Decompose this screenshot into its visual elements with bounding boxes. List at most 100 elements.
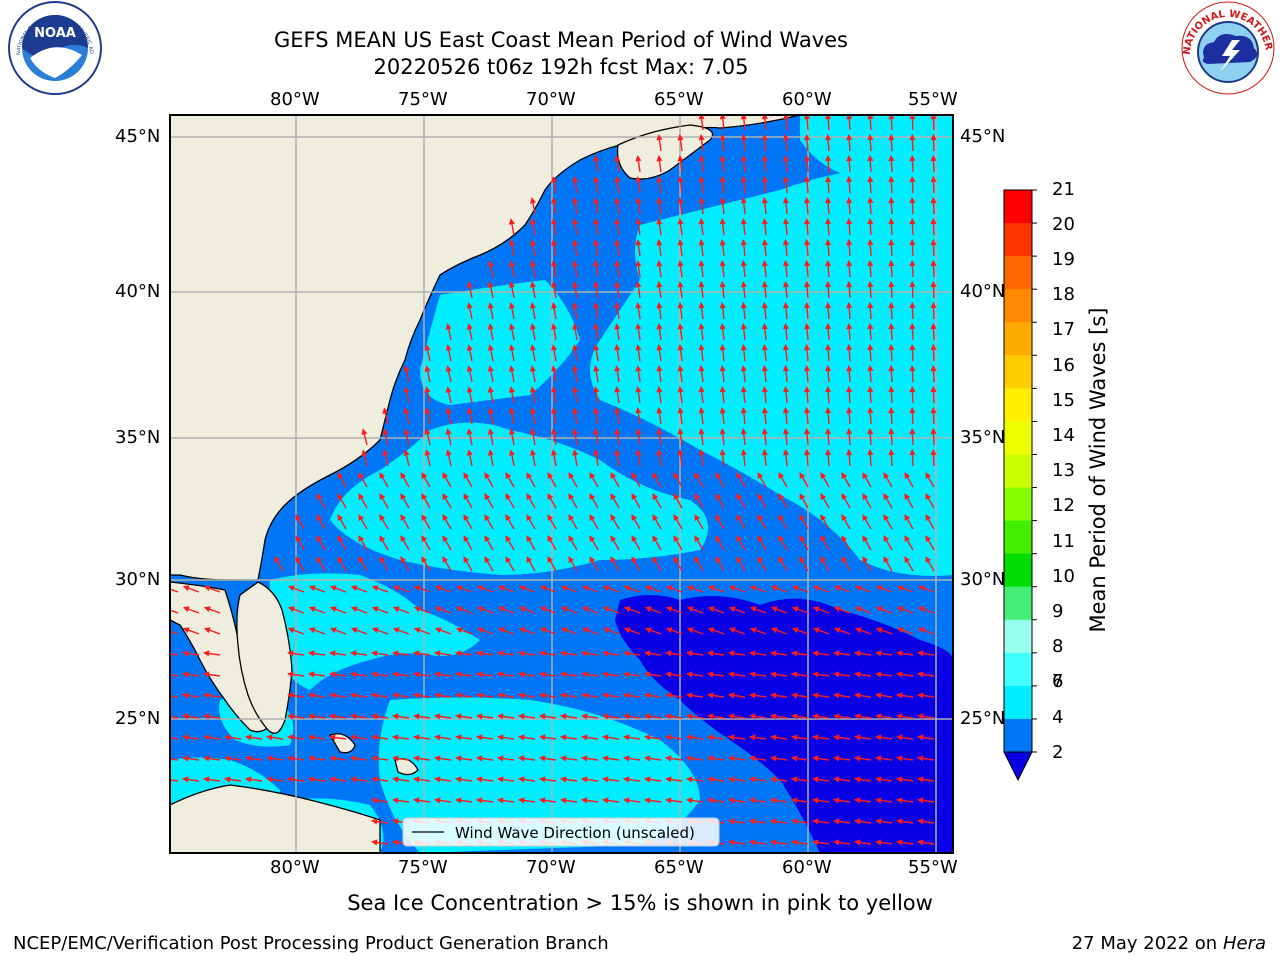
wave-arrow-head (518, 692, 525, 699)
wave-arrow-head (316, 514, 323, 521)
wave-arrow-head (434, 713, 441, 720)
wave-arrow-head (782, 448, 790, 456)
noaa-logo-icon: NOAA NATIONAL OCEANIC AND ATMOSPHERIC AD… (0, 0, 102, 95)
lat-tick-right: 30°N (960, 569, 1006, 590)
wave-arrow-head (400, 493, 407, 500)
wave-arrow-head (476, 776, 483, 783)
wave-arrow-head (518, 671, 525, 678)
wave-arrow-head (581, 585, 589, 592)
wave-arrow-head (508, 323, 515, 330)
colorbar-label: Mean Period of Wind Waves [s] (1086, 307, 1110, 633)
wave-arrow-head (371, 818, 378, 825)
wave-arrow-head (337, 556, 344, 563)
wave-arrow-head (287, 713, 294, 720)
wave-arrow-head (846, 154, 853, 162)
wave-arrow-head (875, 627, 883, 634)
wave-arrow-head (455, 734, 462, 741)
wave-arrow-head (572, 302, 579, 309)
wave-arrow-head (854, 650, 861, 657)
wave-arrow-head (728, 671, 735, 678)
wave-arrow-head (812, 776, 819, 783)
wave-arrow-head (719, 197, 726, 204)
wave-arrow-head (803, 343, 811, 351)
wave-arrow-head (518, 627, 526, 634)
wave-arrow-head (665, 776, 672, 783)
wave-arrow-head (820, 535, 827, 542)
wave-arrow-head (770, 776, 777, 783)
wave-arrow-head (602, 650, 609, 657)
wave-arrow-head (392, 713, 399, 720)
land-areas (170, 115, 801, 853)
wave-arrow-head (665, 692, 672, 699)
wave-arrow-head (770, 755, 777, 762)
wave-arrow-head (867, 154, 874, 162)
wave-arrow-head (888, 385, 895, 393)
wave-arrow-head (686, 797, 693, 804)
wave-arrow-head (572, 239, 579, 246)
wave-arrow-head (677, 155, 684, 162)
wave-arrow-head (698, 176, 705, 183)
wave-arrow-head (656, 281, 663, 288)
wave-arrow-head (631, 493, 638, 500)
wave-arrow-head (749, 734, 756, 741)
wave-arrow-head (445, 344, 452, 351)
wave-arrow-head (623, 671, 630, 678)
wave-arrow-head (812, 797, 819, 804)
wave-arrow-head (854, 713, 861, 720)
wave-arrow-head (761, 259, 768, 267)
wave-arrow-head (581, 713, 588, 720)
wave-arrow-head (875, 671, 882, 678)
wave-arrow-head (361, 428, 368, 436)
colorbar-tick: 21 (1052, 179, 1075, 200)
wave-arrow-head (778, 514, 785, 521)
wave-arrow-head (589, 535, 596, 542)
wave-arrow-head (466, 365, 473, 372)
wave-arrow-head (686, 650, 693, 657)
wave-arrow-head (581, 734, 588, 741)
wave-arrow-head (665, 713, 672, 720)
wave-arrow-head (888, 406, 895, 414)
wave-arrow-head (728, 692, 735, 699)
wave-arrow-head (551, 260, 558, 267)
wave-arrow-head (551, 428, 558, 435)
lon-tick-top: 80°W (270, 89, 320, 110)
wave-arrow-head (466, 449, 473, 456)
chart-title: GEFS MEAN US East Coast Mean Period of W… (274, 28, 848, 52)
wave-arrow-head (371, 713, 378, 720)
wave-arrow-head (403, 449, 410, 456)
wave-arrow-head (917, 839, 924, 846)
wave-arrow-head (434, 776, 441, 783)
wave-arrow-head (707, 671, 714, 678)
wave-arrow-head (812, 734, 819, 741)
wave-arrow-head (740, 449, 747, 456)
wave-arrow-head (825, 448, 832, 456)
wave-arrow-head (463, 514, 470, 521)
wave-arrow-head (833, 585, 841, 592)
wave-arrow-head (442, 556, 449, 563)
wave-arrow-head (539, 650, 546, 657)
colorbar-tick: 2 (1052, 742, 1064, 763)
wave-arrow-head (791, 585, 799, 592)
wave-arrow-head (698, 323, 705, 330)
wave-arrow-head (182, 671, 189, 678)
wave-arrow-head (867, 322, 874, 330)
wave-arrow-head (846, 385, 853, 393)
wave-arrow-head (925, 514, 932, 521)
wave-arrow-head (551, 302, 558, 309)
wave-arrow-head (274, 556, 281, 563)
wave-arrow-head (581, 755, 588, 762)
wave-arrow-head (791, 818, 798, 825)
nws-ring-text: NATIONAL WEATHER SERVICE (0, 0, 1274, 55)
wave-arrow-head (761, 175, 768, 183)
wave-arrow-head (602, 734, 609, 741)
wave-arrow-head (803, 364, 811, 372)
wave-arrow-head (392, 606, 400, 613)
wave-arrow-head (761, 217, 768, 225)
wave-arrow-head (825, 115, 832, 120)
colorbar-tick: 4 (1052, 707, 1064, 728)
wave-arrow-head (888, 115, 895, 120)
wave-arrow-head (770, 650, 777, 657)
wave-arrow-head (487, 281, 494, 288)
wave-arrow-head (547, 493, 554, 500)
wave-arrow-head (287, 755, 294, 762)
